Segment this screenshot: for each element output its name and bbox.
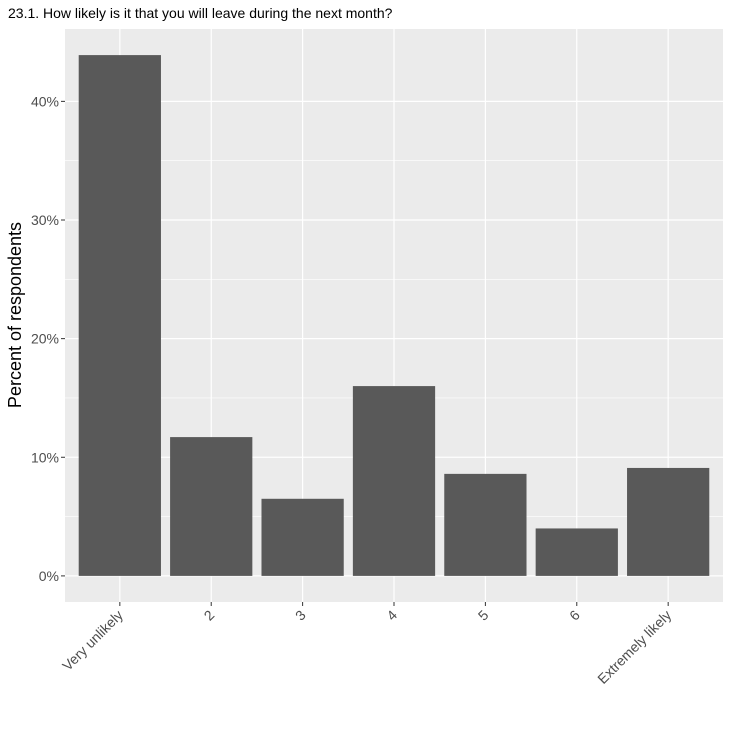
axis-ticks bbox=[61, 100, 669, 606]
bar bbox=[261, 498, 344, 576]
x-tick-label: 2 bbox=[201, 607, 218, 624]
y-tick-label: 0% bbox=[39, 568, 59, 584]
bars bbox=[78, 55, 710, 576]
y-axis-title: Percent of respondents bbox=[5, 222, 25, 408]
x-tick-label: 6 bbox=[566, 607, 583, 624]
x-tick-label: 3 bbox=[292, 607, 309, 624]
bar bbox=[444, 473, 527, 576]
bar bbox=[352, 386, 436, 576]
x-tick-label: Very unlikely bbox=[59, 607, 126, 674]
bar bbox=[78, 55, 161, 576]
x-tick-label: 5 bbox=[475, 607, 492, 624]
x-tick-label: Extremely likely bbox=[594, 607, 674, 687]
bar bbox=[170, 437, 253, 576]
bar bbox=[627, 467, 710, 576]
bar bbox=[535, 528, 618, 576]
x-tick-label: 4 bbox=[383, 607, 400, 624]
y-tick-label: 40% bbox=[31, 93, 59, 109]
y-tick-label: 10% bbox=[31, 449, 59, 465]
chart-title: 23.1. How likely is it that you will lea… bbox=[8, 5, 393, 21]
y-tick-label: 20% bbox=[31, 331, 59, 347]
y-tick-label: 30% bbox=[31, 212, 59, 228]
